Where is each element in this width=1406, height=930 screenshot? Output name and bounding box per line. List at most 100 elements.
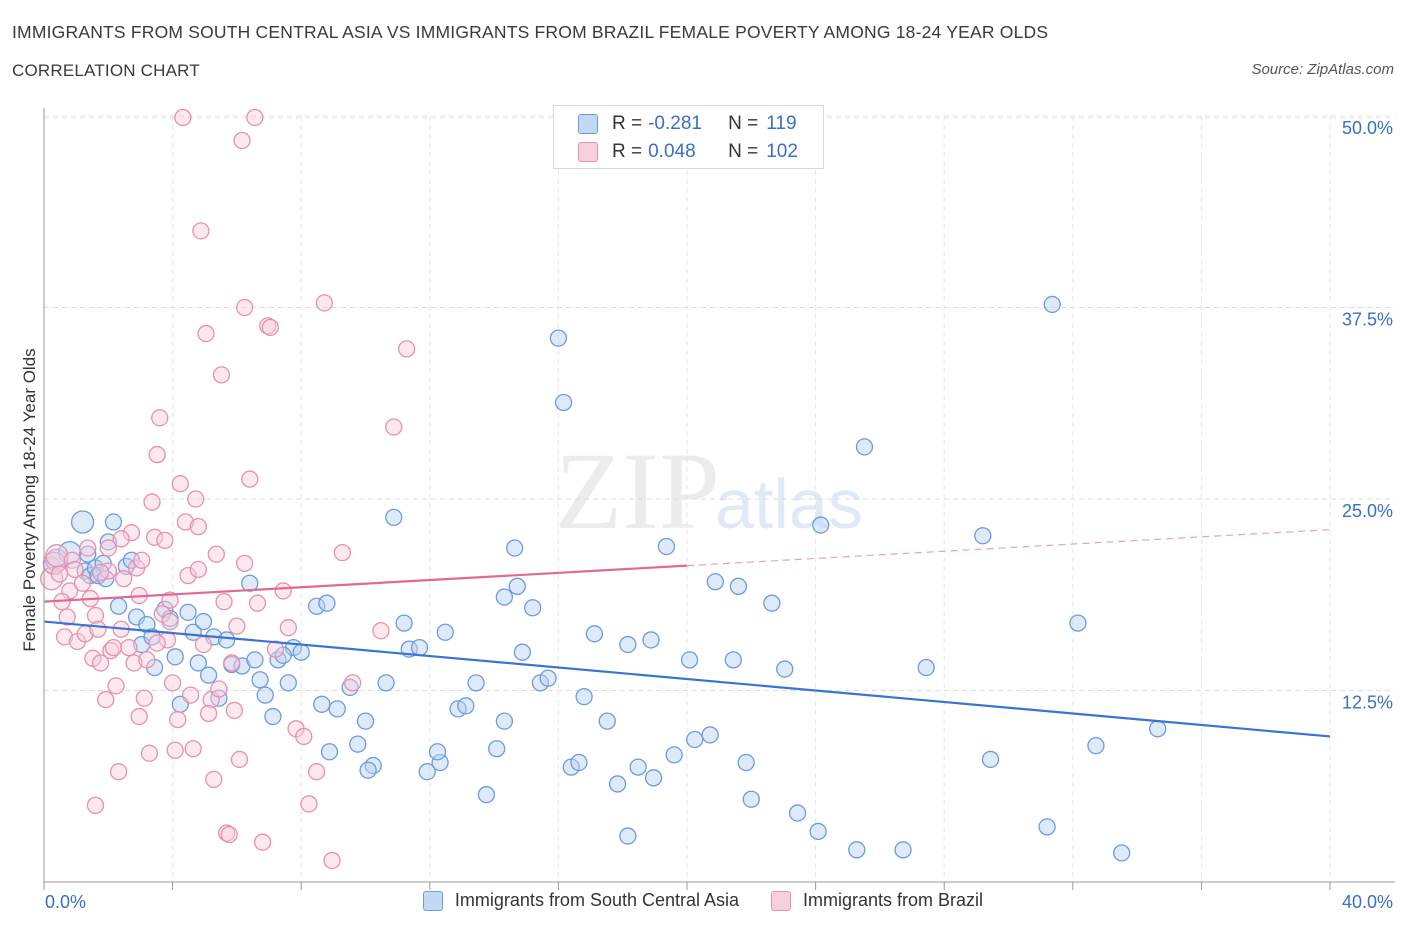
legend-n-value: 102 [766, 141, 798, 162]
point-south-central-asia [328, 700, 346, 718]
point-brazil [179, 566, 197, 585]
point-brazil [385, 418, 403, 436]
point-south-central-asia [431, 753, 449, 772]
point-brazil [99, 539, 117, 557]
point-south-central-asia [724, 651, 742, 669]
point-brazil [112, 530, 130, 548]
point-south-central-asia [619, 635, 637, 654]
legend-row-brazil: R = 0.048 N = 102 [578, 140, 798, 164]
point-brazil [148, 445, 166, 464]
point-south-central-asia [1087, 737, 1105, 755]
point-brazil [104, 638, 123, 657]
point-brazil [279, 619, 297, 637]
point-brazil [91, 563, 110, 582]
point-brazil [323, 851, 341, 870]
point-south-central-asia [686, 730, 704, 749]
point-brazil [145, 528, 164, 546]
series-swatch-pink [771, 890, 792, 911]
point-brazil [169, 710, 187, 729]
point-south-central-asia [524, 599, 542, 617]
series-legend-label: Immigrants from South Central Asia [454, 890, 740, 910]
point-south-central-asia [894, 841, 912, 859]
point-south-central-asia [246, 651, 264, 669]
point-brazil [120, 638, 138, 657]
point-south-central-asia [495, 712, 514, 730]
point-brazil [315, 294, 333, 312]
point-south-central-asia [776, 660, 794, 678]
point-brazil [225, 701, 243, 720]
point-south-central-asia [508, 577, 526, 595]
point-south-central-asia [199, 666, 218, 684]
point-brazil [235, 298, 254, 317]
point-brazil [184, 740, 202, 758]
point-south-central-asia [418, 763, 436, 781]
point-brazil [307, 763, 326, 781]
watermark-zip: ZIP [555, 430, 720, 552]
point-brazil [228, 617, 246, 635]
point-south-central-asia [292, 643, 310, 661]
series-legend-item-brazil[interactable]: Immigrants from Brazil [771, 890, 983, 911]
point-south-central-asia [1149, 720, 1167, 738]
series-legend-item-south-central-asia[interactable]: Immigrants from South Central Asia [422, 890, 740, 911]
y-tick-label: 50.0% [1342, 118, 1393, 138]
point-brazil [176, 513, 195, 531]
y-tick-label: 12.5% [1342, 693, 1393, 713]
point-brazil [156, 531, 174, 550]
point-brazil [212, 366, 231, 384]
point-south-central-asia [788, 804, 807, 822]
point-south-central-asia [513, 643, 532, 661]
legend-n-label: N = [728, 113, 759, 134]
point-south-central-asia [763, 594, 781, 612]
point-south-central-asia [436, 623, 454, 641]
point-brazil [125, 654, 143, 672]
point-south-central-asia [241, 574, 259, 592]
point-south-central-asia [395, 614, 413, 632]
point-south-central-asia [467, 674, 485, 692]
point-brazil [230, 750, 249, 769]
point-brazil [343, 674, 362, 692]
point-brazil [181, 686, 200, 704]
trend-line-south-central-asia [43, 620, 1331, 738]
legend-swatch-blue [578, 114, 598, 134]
point-brazil [107, 677, 125, 695]
point-south-central-asia [279, 674, 297, 692]
point-south-central-asia [506, 539, 524, 557]
point-south-central-asia [385, 508, 403, 527]
point-south-central-asia [109, 597, 128, 615]
point-brazil [261, 318, 279, 337]
point-south-central-asia [307, 597, 326, 615]
y-tick-label: 25.0% [1342, 501, 1393, 521]
point-south-central-asia [313, 695, 331, 713]
point-brazil [174, 108, 192, 127]
point-brazil [189, 560, 207, 579]
point-south-central-asia [848, 841, 866, 859]
point-south-central-asia [359, 761, 377, 779]
point-south-central-asia [629, 758, 647, 776]
point-south-central-asia [410, 638, 429, 657]
point-brazil [197, 324, 215, 343]
point-south-central-asia [477, 786, 496, 804]
legend-r-label: R = [612, 141, 643, 162]
point-brazil [58, 608, 76, 626]
point-south-central-asia [166, 648, 184, 666]
trend-line-brazil [43, 564, 688, 603]
point-south-central-asia [974, 527, 992, 545]
point-brazil [148, 634, 166, 652]
point-brazil [97, 691, 115, 709]
point-south-central-asia [729, 577, 748, 595]
legend-n-label: N = [728, 141, 759, 162]
points-layer [40, 108, 1167, 870]
point-brazil [248, 594, 267, 612]
point-south-central-asia [608, 775, 627, 793]
point-brazil [135, 689, 153, 707]
legend-row-south-central-asia: R = -0.281 N = 119 [578, 112, 797, 136]
point-south-central-asia [619, 827, 637, 845]
trend-layer [43, 529, 1331, 738]
point-brazil [140, 744, 159, 762]
series-legend: Immigrants from South Central Asia Immig… [0, 890, 1406, 911]
stats-legend: R = -0.281 N = 119 R = 0.048 N = 102 [553, 105, 824, 169]
point-brazil [220, 825, 238, 844]
point-south-central-asia [251, 671, 269, 689]
point-brazil [235, 554, 254, 572]
